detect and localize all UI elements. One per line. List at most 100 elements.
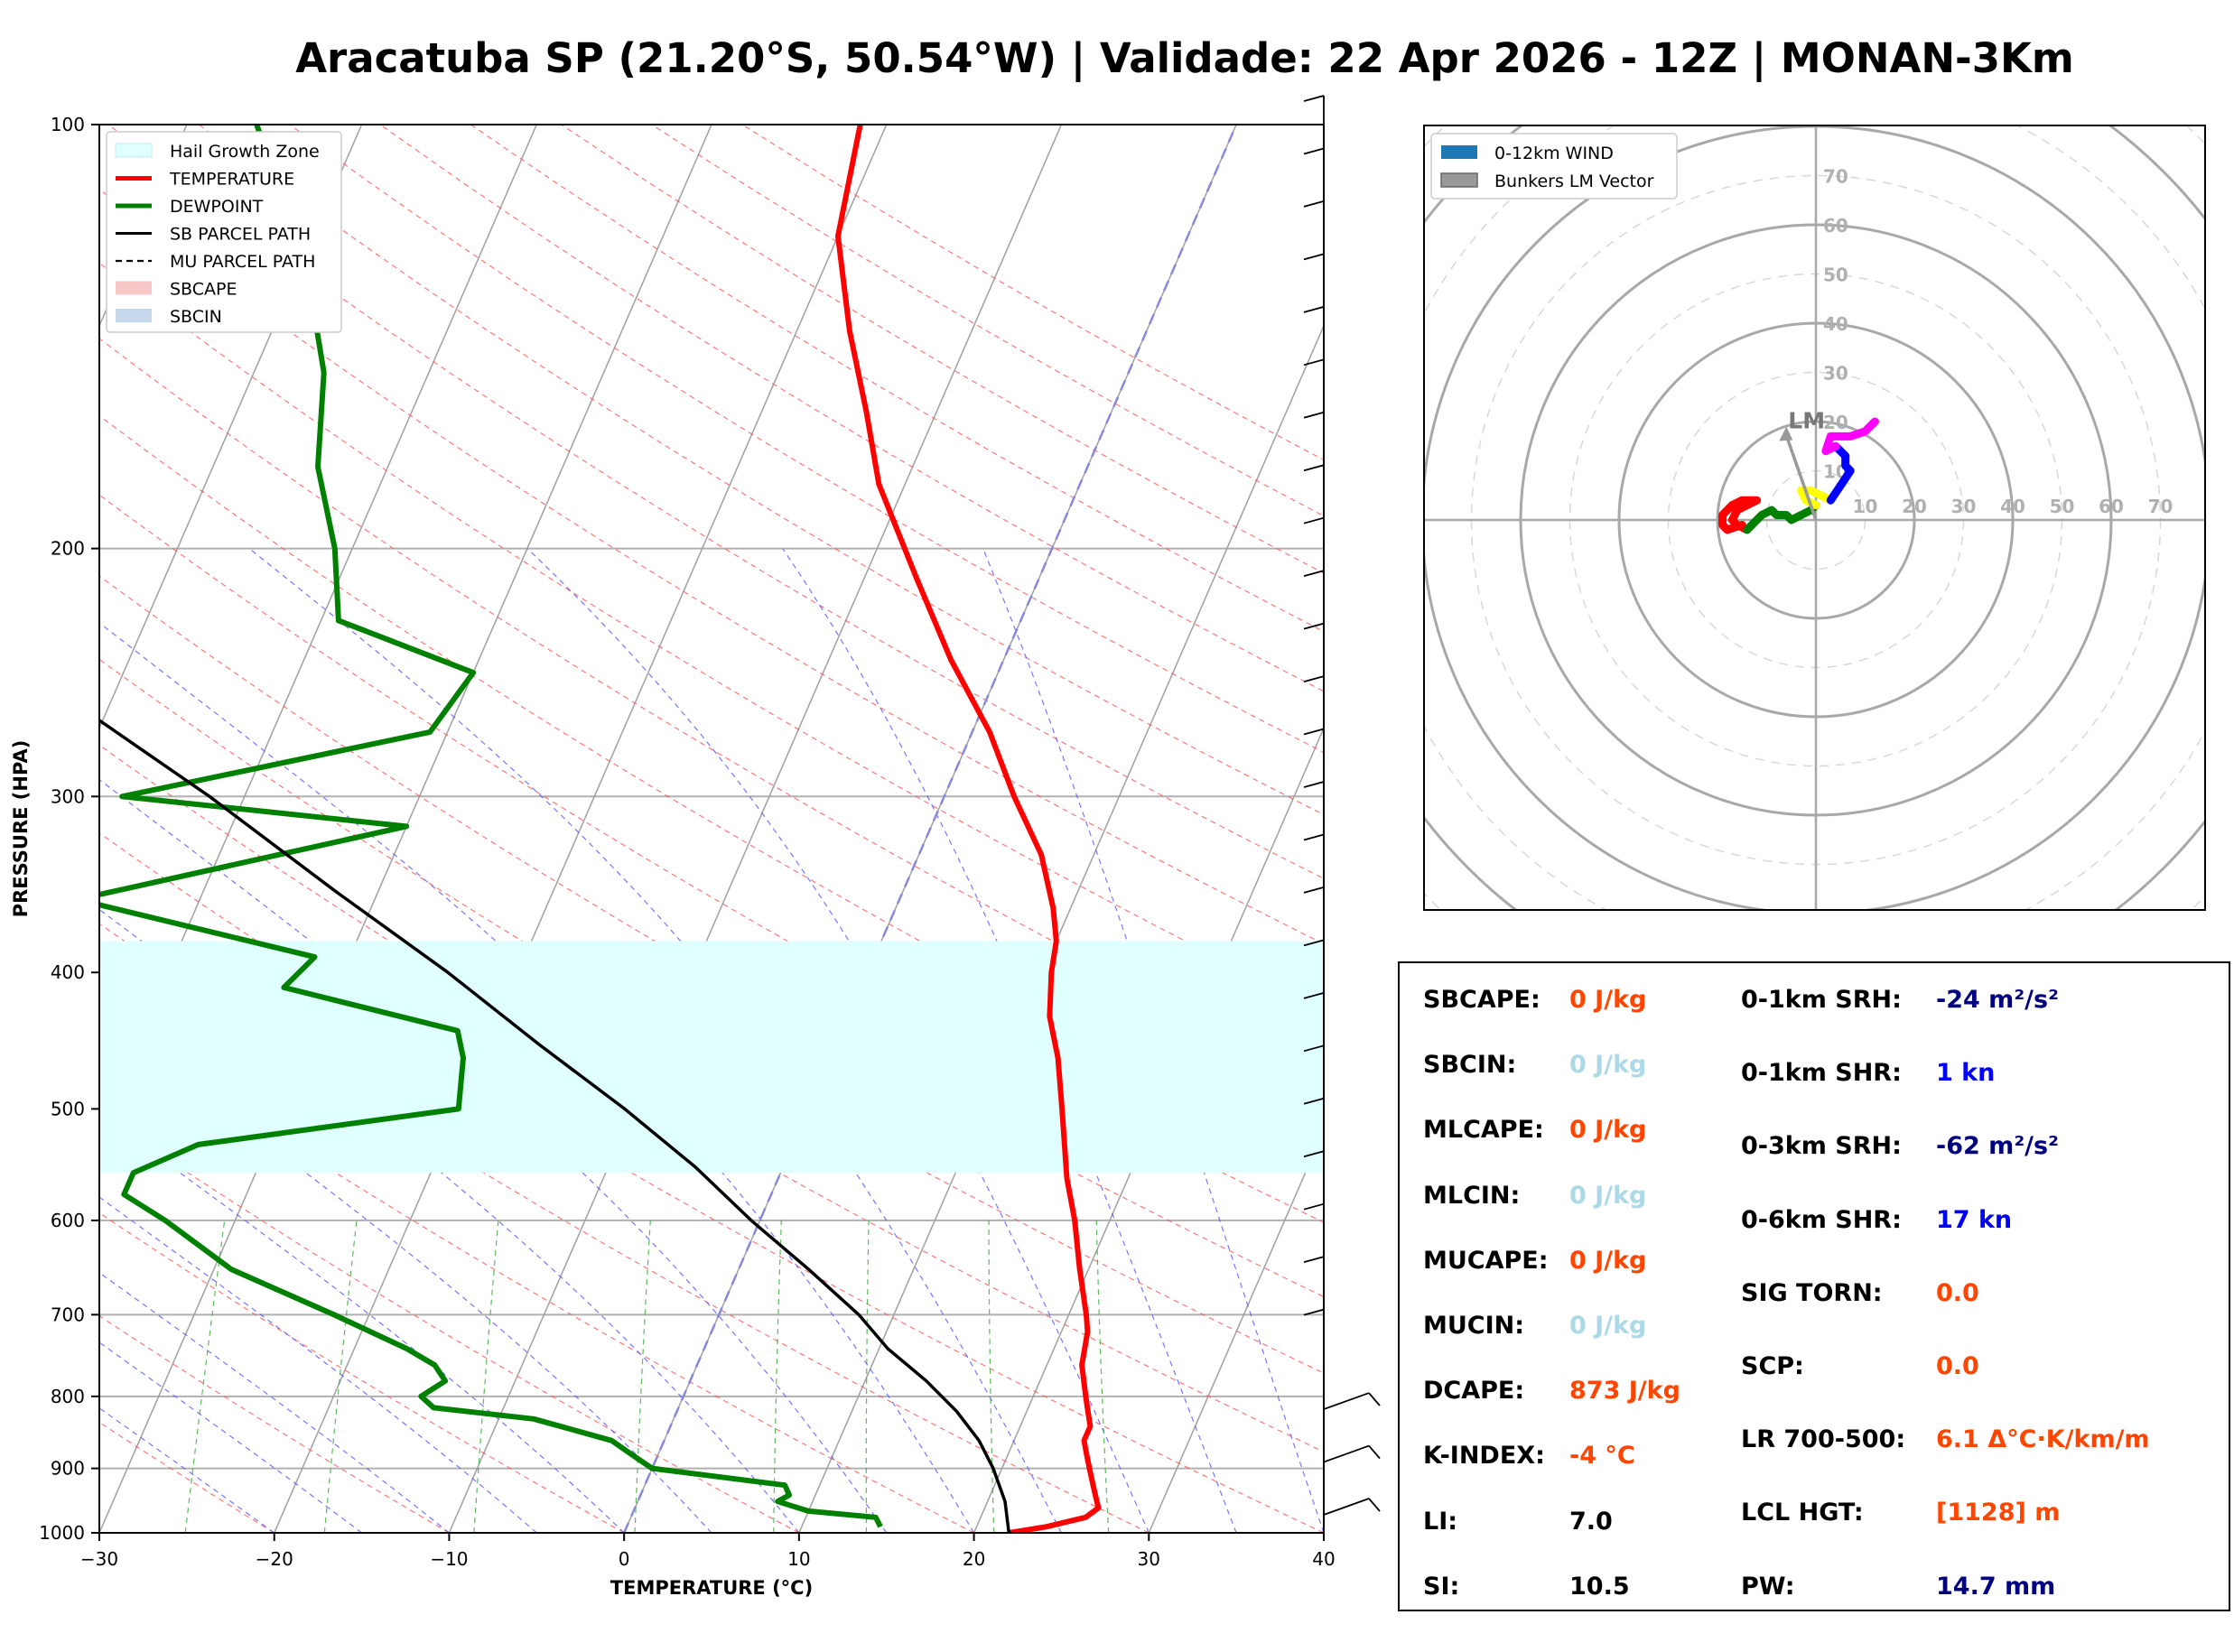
stat-value: -4 °C [1569,1442,1635,1471]
stat-value: 0 J/kg [1569,1181,1647,1210]
wind-barb-flag [1303,570,1325,578]
wind-barb-flag [1303,622,1325,630]
stat-value: 10.5 [1569,1572,1630,1601]
stat-row: 0-1km SRH: -24 m²/s² [1741,986,2059,1014]
stat-label: SI: [1423,1572,1460,1601]
stat-row: SI: 10.5 [1423,1572,1630,1601]
legend-label: SB PARCEL PATH [170,225,311,245]
wind-barb-flag [1303,200,1325,208]
dewpoint-line [99,125,883,1528]
isotherm [99,125,537,1133]
wind-barb-flag [1303,833,1325,841]
legend-label: Hail Growth Zone [170,142,320,162]
isotherm [99,125,363,730]
legend-swatch [115,143,153,158]
sb-parcel-path-line [99,718,1011,1533]
wind-barb-flag [1368,1498,1381,1512]
stat-row: K-INDEX: -4 °C [1423,1442,1635,1471]
x-tick-label: −20 [256,1548,293,1570]
stat-row: SIG TORN: 0.0 [1741,1278,1979,1307]
stat-label: SBCAPE: [1423,986,1541,1014]
dry-adiabat [99,832,1324,1533]
wind-barb-flag [1303,464,1325,472]
wind-barb-flag [1303,1044,1325,1053]
wind-barb-flag [1303,1097,1325,1105]
dry-adiabat [99,1314,450,1533]
legend-label: TEMPERATURE [169,170,294,190]
wind-barb-flag [1303,516,1325,524]
dry-adiabat [99,1016,974,1533]
dry-adiabat [99,189,1324,945]
stat-row: 0-1km SHR: 1 kn [1741,1059,1995,1087]
isotherm [798,323,1324,1533]
wind-barb-flag [1303,1150,1325,1158]
stat-value: -24 m²/s² [1936,986,2059,1014]
moist-adiabat [982,548,1324,1533]
legend-label: DEWPOINT [170,197,264,217]
wind-barb-flag [1303,358,1325,367]
stat-row: SCP: 0.0 [1741,1352,1979,1380]
mixing-ratio-line [473,1220,499,1533]
wind-barb-flag [1303,1308,1325,1316]
stat-value: 6.1 Δ°C·K/km/m [1936,1425,2150,1454]
mixing-ratio-line [865,1220,870,1533]
moist-adiabat [99,1112,625,1533]
x-tick-label: −30 [80,1548,118,1570]
hail-growth-zone [99,941,1324,1174]
wind-barb-flag [1303,95,1325,102]
stat-label: K-INDEX: [1423,1442,1545,1471]
isotherm [274,125,888,1533]
x-tick-label: 20 [963,1548,985,1570]
x-axis-label: TEMPERATURE (°C) [610,1577,813,1599]
stat-row: SBCAPE: 0 J/kg [1423,986,1646,1014]
dry-adiabat [99,744,1324,1452]
moist-adiabat [99,1272,450,1533]
wind-barb-flag [1303,886,1325,894]
stat-row: LR 700-500: 6.1 Δ°C·K/km/m [1741,1425,2150,1453]
x-tick-label: 0 [619,1548,630,1570]
stat-value: 0 J/kg [1569,1116,1647,1145]
y-tick-label: 500 [51,1098,85,1119]
stat-label: SIG TORN: [1741,1278,1883,1307]
chart-title: Aracatuba SP (21.20°S, 50.54°W) | Valida… [295,34,2074,82]
stat-label: MLCIN: [1423,1181,1521,1210]
stat-row: PW: 14.7 mm [1741,1573,2055,1601]
stat-row: LI: 7.0 [1423,1508,1613,1536]
wind-barb-flag [1303,675,1325,682]
moist-adiabat [99,1407,275,1533]
mixing-ratio-line [1095,1220,1110,1533]
isotherm [1148,1128,1324,1533]
dry-adiabat [99,658,1324,1374]
wind-barb-flag [1303,305,1325,313]
stat-value: 0 J/kg [1569,1312,1647,1340]
y-tick-label: 900 [51,1458,85,1480]
legend-label: SBCAPE [170,280,237,300]
stat-value: 0 J/kg [1569,986,1647,1014]
y-tick-label: 400 [51,961,85,983]
stat-row: MLCIN: 0 J/kg [1423,1181,1646,1210]
dry-adiabat [379,125,1324,692]
y-tick-label: 1000 [39,1522,85,1544]
freezing-isotherm [622,125,1238,1533]
y-tick-label: 600 [51,1210,85,1231]
stat-label: MUCAPE: [1423,1246,1549,1275]
wind-barb-flag [1368,1392,1381,1406]
wind-barb [1323,1444,1370,1463]
stat-row: DCAPE: 873 J/kg [1423,1377,1680,1405]
stat-row: SBCIN: 0 J/kg [1423,1051,1646,1079]
stat-row: 0-3km SRH: -62 m²/s² [1741,1132,2059,1160]
legend-label: MU PARCEL PATH [170,252,315,272]
legend-label: SBCIN [170,307,222,327]
moist-adiabat [782,548,1237,1533]
mixing-ratio-line [323,1220,358,1533]
stat-value: 7.0 [1569,1507,1613,1536]
wind-barb-flag [1303,253,1325,261]
stat-value: 0.0 [1936,1352,1979,1380]
isotherm [448,125,1063,1533]
legend-swatch [116,309,152,322]
mixing-ratio-line [988,1220,995,1533]
stat-value: -62 m²/s² [1936,1132,2059,1161]
stat-row: 0-6km SHR: 17 kn [1741,1206,2012,1234]
mixing-ratio-line [184,1220,226,1533]
wind-barb-flag [1303,1256,1325,1264]
